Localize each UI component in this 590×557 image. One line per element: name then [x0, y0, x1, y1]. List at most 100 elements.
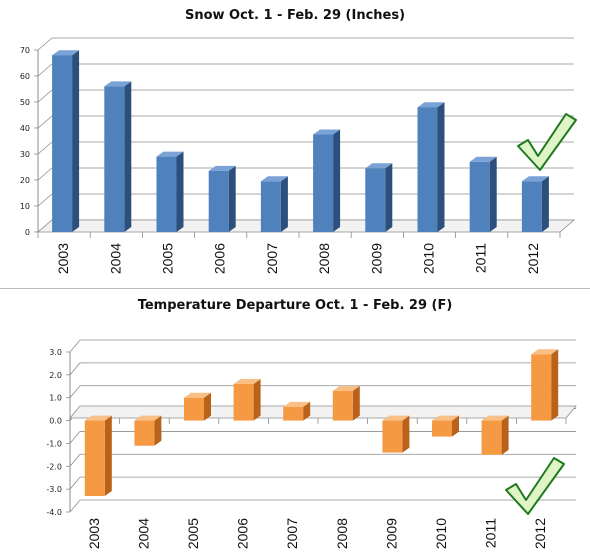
- snow-x-tick-label: 2003: [55, 243, 71, 274]
- temp-bar-top: [432, 415, 459, 421]
- temperature-chart-title: Temperature Departure Oct. 1 - Feb. 29 (…: [137, 298, 453, 313]
- snow-y-tick-label: 40: [20, 124, 30, 133]
- snow-bar-front: [417, 107, 438, 232]
- temp-bar: [283, 401, 311, 421]
- temp-grid-depth: [69, 431, 81, 444]
- temp-bar-top: [233, 379, 261, 384]
- temp-y-tick-label: -3.0: [46, 485, 62, 494]
- temp-x-tick-label: 2008: [334, 518, 350, 549]
- temp-bar-front: [382, 420, 403, 453]
- temp-bar-side: [253, 379, 261, 421]
- snow-bar: [365, 163, 393, 232]
- snow-x-tick-label: 2004: [107, 243, 123, 274]
- temp-bar-top: [382, 415, 410, 421]
- temp-y-tick-label: 0.0: [49, 417, 62, 426]
- snow-bar-side: [72, 50, 80, 233]
- snow-y-tick-label: 50: [20, 98, 30, 107]
- snow-bar: [156, 151, 184, 232]
- temp-bar-side: [204, 392, 211, 421]
- temp-y-tick-label: 1.0: [49, 394, 62, 403]
- snow-bar-front: [52, 55, 73, 233]
- snow-grid-depth: [37, 89, 53, 103]
- snow-bar: [104, 81, 132, 233]
- temp-bar-side: [551, 349, 559, 421]
- snow-bar-top: [417, 102, 445, 108]
- snow-bar: [260, 176, 288, 232]
- snow-bar: [52, 50, 80, 233]
- temp-x-tick-label: 2004: [135, 518, 151, 549]
- temp-bar: [134, 415, 162, 446]
- temp-bar-top: [531, 349, 559, 355]
- snow-chart: 0 10 20 30 40 50 60 70 2003 2004 2005 2006 2007 2008 2…: [20, 37, 577, 274]
- snow-grid-depth: [37, 63, 53, 77]
- snow-x-tick-label: 2012: [525, 243, 541, 274]
- snow-bar-side: [437, 102, 445, 232]
- snow-bar-top: [156, 151, 184, 157]
- snow-grid-depth: [37, 37, 53, 51]
- snow-bar: [521, 176, 549, 232]
- snow-chart-title: Snow Oct. 1 - Feb. 29 (Inches): [184, 8, 406, 23]
- snow-bar-front: [521, 181, 542, 232]
- snow-bar-top: [52, 50, 80, 56]
- snow-bar-side: [333, 129, 341, 232]
- temp-bar: [84, 415, 112, 496]
- snow-y-tick-label: 70: [20, 46, 30, 55]
- snow-bar: [469, 156, 497, 232]
- temp-bar-front: [233, 384, 254, 421]
- snow-bar-top: [521, 176, 549, 182]
- snow-bar-front: [313, 134, 334, 232]
- snow-x-tick-label: 2006: [212, 243, 228, 274]
- snow-bar-front: [260, 181, 281, 232]
- temp-bar-side: [154, 415, 162, 446]
- temp-bar-side: [352, 385, 360, 421]
- temp-bar: [332, 385, 360, 421]
- temp-bar: [184, 392, 211, 421]
- snow-bar: [208, 165, 236, 232]
- temp-bar-side: [104, 415, 112, 496]
- snow-x-tick-label: 2005: [160, 243, 176, 274]
- snow-bar-side: [280, 176, 288, 232]
- temp-bar-side: [402, 415, 410, 453]
- snow-bar: [313, 129, 341, 232]
- temp-bar-top: [481, 415, 509, 421]
- snow-bar-side: [489, 156, 497, 232]
- snow-bar-top: [208, 165, 236, 171]
- snow-bar-front: [208, 170, 229, 232]
- snow-bar: [417, 102, 445, 232]
- temp-bar-top: [84, 415, 112, 421]
- temp-bar: [382, 415, 410, 453]
- temp-bar-top: [184, 392, 211, 398]
- temp-bar-side: [452, 415, 459, 437]
- temp-x-tick-label: 2005: [185, 518, 201, 549]
- snow-bar-top: [104, 81, 132, 87]
- temp-bar-top: [332, 385, 360, 391]
- snow-grid-depth: [37, 193, 53, 207]
- temp-x-tick-label: 2009: [383, 518, 399, 549]
- temp-y-tick-label: -1.0: [46, 439, 62, 448]
- snow-x-tick-label: 2008: [316, 243, 332, 274]
- snow-bar-side: [176, 151, 184, 232]
- temp-bar-front: [184, 397, 204, 421]
- snow-grid-depth: [37, 141, 53, 155]
- snow-x-tick-label: 2011: [473, 243, 489, 273]
- temp-bar-front: [134, 420, 155, 446]
- snow-bar-front: [365, 168, 386, 232]
- snow-y-tick-label: 30: [20, 150, 30, 159]
- temp-bar-front: [84, 420, 105, 496]
- snow-y-tick-label: 10: [20, 202, 30, 211]
- snow-bar-side: [385, 163, 393, 232]
- chart-divider: [0, 288, 590, 289]
- snow-bar-top: [260, 176, 288, 182]
- snow-bar-top: [313, 129, 341, 135]
- temp-bar: [233, 379, 261, 421]
- snow-bar-front: [104, 86, 125, 233]
- checkmark-icon: [505, 457, 565, 515]
- temp-x-tick-label: 2003: [86, 518, 102, 549]
- snow-y-tick-label: 0: [25, 228, 30, 237]
- snow-bar-top: [365, 163, 393, 169]
- temp-bar: [531, 349, 559, 421]
- snow-grid-depth: [37, 115, 53, 129]
- checkmark-icon: [517, 113, 577, 171]
- temp-y-tick-label: 3.0: [49, 348, 62, 357]
